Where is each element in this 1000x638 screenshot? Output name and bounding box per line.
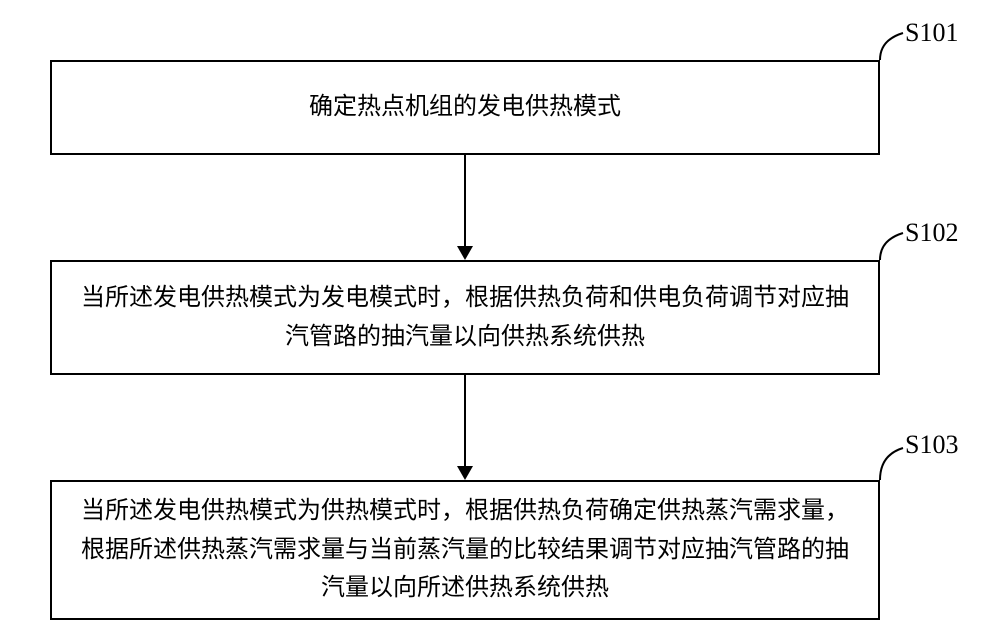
flowchart-node-s103: 当所述发电供热模式为供热模式时，根据供热负荷确定供热蒸汽需求量，根据所述供热蒸汽…: [50, 480, 880, 620]
flowchart-node-s101: 确定热点机组的发电供热模式: [50, 60, 880, 155]
node-text: 当所述发电供热模式为供热模式时，根据供热负荷确定供热蒸汽需求量，根据所述供热蒸汽…: [72, 492, 858, 607]
arrow-head-icon: [457, 246, 473, 260]
label-connector: [875, 25, 915, 65]
node-text: 当所述发电供热模式为发电模式时，根据供热负荷和供电负荷调节对应抽汽管路的抽汽量以…: [72, 279, 858, 356]
arrow-head-icon: [457, 466, 473, 480]
flowchart-edge: [464, 155, 466, 247]
flowchart-container: 确定热点机组的发电供热模式 S101 当所述发电供热模式为发电模式时，根据供热负…: [0, 0, 1000, 638]
flowchart-edge: [464, 375, 466, 467]
flowchart-node-s102: 当所述发电供热模式为发电模式时，根据供热负荷和供电负荷调节对应抽汽管路的抽汽量以…: [50, 260, 880, 375]
node-text: 确定热点机组的发电供热模式: [309, 88, 621, 126]
label-connector: [875, 440, 915, 485]
label-connector: [875, 225, 915, 265]
